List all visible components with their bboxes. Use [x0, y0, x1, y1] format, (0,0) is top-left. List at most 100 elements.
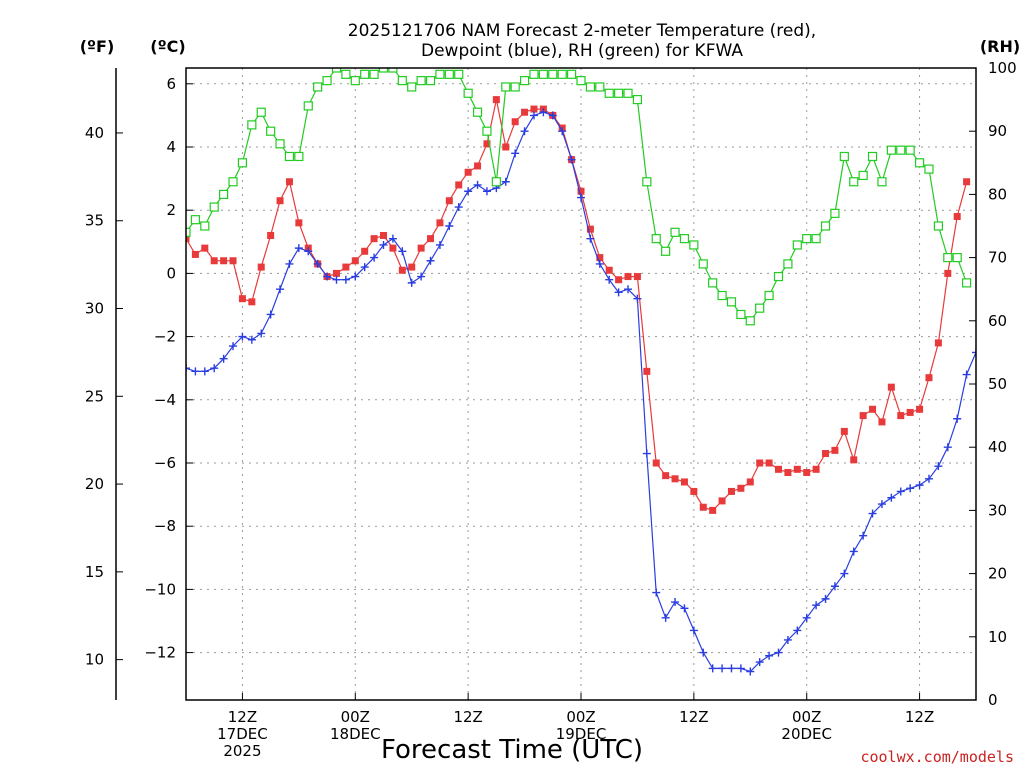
chart-title-line1: 2025121706 NAM Forecast 2-meter Temperat…	[348, 21, 816, 41]
rh-point	[322, 76, 332, 86]
dewpoint-point	[229, 342, 238, 351]
temperature-point	[699, 503, 707, 511]
rh-unit-label: (RH)	[980, 37, 1020, 56]
dewpoint-point	[708, 664, 717, 673]
rh-point	[397, 76, 407, 86]
dewpoint-point	[473, 180, 482, 189]
dewpoint-point	[370, 253, 379, 262]
rh-tick-label: 30	[988, 501, 1007, 519]
temperature-point	[831, 446, 839, 454]
temperature-point	[925, 374, 933, 382]
temperature-point	[784, 468, 792, 476]
temperature-point	[775, 465, 782, 473]
rh-point	[952, 253, 962, 263]
dewpoint-point	[417, 272, 426, 281]
dewpoint-point	[765, 651, 774, 660]
rh-point	[425, 76, 436, 86]
site-credit: coolwx.com/models	[860, 748, 1014, 766]
temperature-point	[727, 487, 735, 495]
dewpoint-point	[783, 635, 792, 644]
temperature-point	[492, 96, 500, 104]
rh-point	[698, 259, 708, 269]
temperature-point	[662, 472, 670, 480]
dewpoint-point	[285, 259, 294, 268]
temperature-point	[186, 235, 190, 243]
rh-point	[708, 278, 718, 288]
temperature-point	[417, 244, 425, 252]
rh-point	[651, 234, 661, 244]
time-tick-label: 19DEC	[556, 725, 607, 743]
dewpoint-point	[868, 509, 877, 518]
rh-point	[491, 177, 501, 187]
temperature-point	[511, 118, 519, 126]
x-axis-title: Forecast Time (UTC)	[381, 735, 643, 765]
time-tick-label: 18DEC	[330, 725, 381, 743]
dewpoint-point	[661, 613, 670, 622]
dewpoint-point	[435, 240, 444, 249]
temperature-point	[671, 475, 679, 483]
dewpoint-point	[577, 193, 585, 202]
dewpoint-point	[520, 127, 529, 136]
temperature-point	[615, 276, 623, 284]
rh-point	[595, 82, 605, 92]
dewpoint-point	[219, 354, 228, 363]
celsius-tick-label: −10	[144, 580, 176, 598]
rh-point	[228, 177, 238, 187]
rh-point	[463, 88, 473, 98]
dewpoint-point	[652, 588, 661, 597]
dewpoint-point	[887, 493, 896, 502]
rh-point	[190, 215, 201, 225]
dewpoint-point	[398, 247, 407, 256]
grid-lines	[186, 68, 976, 700]
rh-point	[538, 69, 548, 79]
dewpoint-point	[840, 569, 849, 578]
time-tick-label: 00Z	[792, 708, 821, 726]
temperature-point	[530, 105, 538, 113]
temperature-point	[944, 269, 952, 277]
rh-point	[614, 88, 624, 98]
rh-point	[933, 221, 943, 231]
rh-point	[360, 69, 370, 79]
rh-tick-label: 70	[988, 249, 1007, 267]
rh-point	[858, 170, 868, 181]
dewpoint-point	[558, 127, 567, 136]
dewpoint-point	[360, 263, 369, 272]
temperature-point	[332, 269, 340, 277]
time-tick-label: 00Z	[566, 708, 595, 726]
dewpoint-point	[699, 648, 708, 657]
temperature-point	[916, 405, 924, 413]
dewpoint-point	[567, 155, 576, 164]
rh-point	[378, 68, 389, 73]
time-tick-label: 17DEC	[217, 725, 268, 743]
rh-point	[275, 139, 285, 149]
rh-point	[369, 69, 379, 79]
temperature-point	[220, 257, 228, 265]
temperature-point	[897, 412, 905, 420]
temperature-point	[765, 459, 773, 467]
temperature-point	[850, 456, 858, 464]
celsius-unit-label: (ºC)	[150, 37, 185, 56]
dewpoint-point	[689, 626, 698, 635]
temperature-point	[746, 478, 754, 486]
rh-point	[670, 227, 680, 237]
temperature-point	[483, 140, 491, 148]
rh-point	[510, 82, 520, 92]
rh-point	[961, 278, 972, 288]
rh-point	[341, 69, 351, 79]
rh-point	[924, 164, 934, 174]
temperature-point	[474, 162, 482, 170]
rh-point	[350, 76, 360, 86]
temperature-point	[455, 181, 463, 189]
temperature-point	[737, 484, 745, 492]
dewpoint-point	[186, 364, 190, 373]
dewpoint-point	[727, 664, 736, 673]
dewpoint-point	[445, 222, 454, 230]
celsius-tick-label: 2	[166, 201, 176, 219]
time-tick-label: 20DEC	[781, 725, 832, 743]
dewpoint-point	[736, 664, 745, 673]
dewpoint-point	[793, 626, 802, 635]
dewpoint-point	[821, 594, 830, 603]
rh-point	[820, 221, 831, 231]
